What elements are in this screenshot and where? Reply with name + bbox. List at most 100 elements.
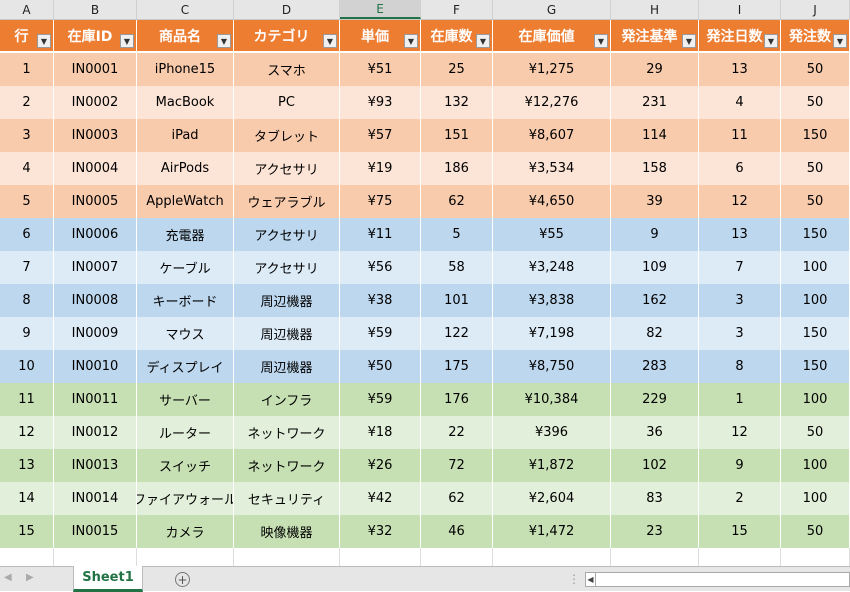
cell-i[interactable]: 12: [699, 185, 781, 218]
cell-b[interactable]: IN0009: [54, 317, 137, 350]
cell-h[interactable]: 229: [611, 383, 699, 416]
cell-c[interactable]: AppleWatch: [137, 185, 234, 218]
cell-e[interactable]: ¥59: [340, 383, 421, 416]
filter-dropdown-icon[interactable]: ▼: [764, 34, 778, 48]
cell-c[interactable]: サーバー: [137, 383, 234, 416]
header-cell[interactable]: 行 ▼: [0, 20, 54, 53]
cell-c[interactable]: MacBook: [137, 86, 234, 119]
cell-d[interactable]: アクセサリ: [234, 152, 340, 185]
cell-j[interactable]: 50: [781, 185, 850, 218]
column-header-f[interactable]: F: [421, 0, 493, 19]
cell-e[interactable]: ¥56: [340, 251, 421, 284]
cell-i[interactable]: 3: [699, 317, 781, 350]
cell-b[interactable]: IN0014: [54, 482, 137, 515]
cell-j[interactable]: 50: [781, 515, 850, 548]
cell-f[interactable]: 132: [421, 86, 493, 119]
cell-c[interactable]: カメラ: [137, 515, 234, 548]
cell-g[interactable]: ¥1,872: [493, 449, 611, 482]
cell-d[interactable]: 周辺機器: [234, 284, 340, 317]
cell-d[interactable]: ウェアラブル: [234, 185, 340, 218]
cell-i[interactable]: 3: [699, 284, 781, 317]
cell-b[interactable]: IN0010: [54, 350, 137, 383]
cell-f[interactable]: 5: [421, 218, 493, 251]
cell-h[interactable]: 114: [611, 119, 699, 152]
cell-a[interactable]: 9: [0, 317, 54, 350]
cell-h[interactable]: 9: [611, 218, 699, 251]
plus-circle-icon[interactable]: +: [175, 572, 190, 587]
cell-a[interactable]: 15: [0, 515, 54, 548]
cell-d[interactable]: ネットワーク: [234, 449, 340, 482]
next-sheet-icon[interactable]: ▶: [26, 572, 34, 583]
cell-b[interactable]: IN0004: [54, 152, 137, 185]
cell-a[interactable]: 12: [0, 416, 54, 449]
column-header-b[interactable]: B: [54, 0, 137, 19]
cell-f[interactable]: 22: [421, 416, 493, 449]
cell-f[interactable]: 151: [421, 119, 493, 152]
cell-g[interactable]: ¥3,838: [493, 284, 611, 317]
cell-f[interactable]: 176: [421, 383, 493, 416]
empty-cell[interactable]: [137, 548, 234, 566]
cell-b[interactable]: IN0012: [54, 416, 137, 449]
cell-a[interactable]: 4: [0, 152, 54, 185]
cell-e[interactable]: ¥93: [340, 86, 421, 119]
cell-d[interactable]: セキュリティ: [234, 482, 340, 515]
cell-i[interactable]: 4: [699, 86, 781, 119]
empty-cell[interactable]: [781, 548, 850, 566]
scroll-left-icon[interactable]: ◀: [586, 573, 596, 586]
header-cell[interactable]: 在庫価値 ▼: [493, 20, 611, 53]
cell-j[interactable]: 50: [781, 53, 850, 86]
cell-h[interactable]: 82: [611, 317, 699, 350]
empty-cell[interactable]: [54, 548, 137, 566]
splitter-handle[interactable]: ⋮: [568, 572, 580, 586]
header-cell[interactable]: 発注数 ▼: [781, 20, 850, 53]
cell-c[interactable]: ケーブル: [137, 251, 234, 284]
cell-j[interactable]: 100: [781, 284, 850, 317]
cell-a[interactable]: 7: [0, 251, 54, 284]
header-cell[interactable]: 在庫数 ▼: [421, 20, 493, 53]
cell-h[interactable]: 109: [611, 251, 699, 284]
cell-i[interactable]: 1: [699, 383, 781, 416]
cell-g[interactable]: ¥3,248: [493, 251, 611, 284]
cell-j[interactable]: 100: [781, 251, 850, 284]
cell-i[interactable]: 13: [699, 218, 781, 251]
cell-b[interactable]: IN0007: [54, 251, 137, 284]
filter-dropdown-icon[interactable]: ▼: [682, 34, 696, 48]
filter-dropdown-icon[interactable]: ▼: [120, 34, 134, 48]
cell-f[interactable]: 72: [421, 449, 493, 482]
empty-cell[interactable]: [234, 548, 340, 566]
cell-h[interactable]: 29: [611, 53, 699, 86]
cell-h[interactable]: 158: [611, 152, 699, 185]
cell-e[interactable]: ¥42: [340, 482, 421, 515]
cell-g[interactable]: ¥1,275: [493, 53, 611, 86]
cell-i[interactable]: 6: [699, 152, 781, 185]
cell-h[interactable]: 162: [611, 284, 699, 317]
filter-dropdown-icon[interactable]: ▼: [217, 34, 231, 48]
cell-c[interactable]: ディスプレイ: [137, 350, 234, 383]
cell-d[interactable]: 映像機器: [234, 515, 340, 548]
cell-a[interactable]: 1: [0, 53, 54, 86]
prev-sheet-icon[interactable]: ◀: [4, 572, 12, 583]
cell-a[interactable]: 14: [0, 482, 54, 515]
cell-d[interactable]: PC: [234, 86, 340, 119]
horizontal-scrollbar[interactable]: ◀: [585, 572, 850, 587]
cell-f[interactable]: 58: [421, 251, 493, 284]
header-cell[interactable]: 単価 ▼: [340, 20, 421, 53]
cell-b[interactable]: IN0003: [54, 119, 137, 152]
cell-b[interactable]: IN0008: [54, 284, 137, 317]
cell-g[interactable]: ¥1,472: [493, 515, 611, 548]
cell-b[interactable]: IN0005: [54, 185, 137, 218]
cell-g[interactable]: ¥7,198: [493, 317, 611, 350]
cell-j[interactable]: 50: [781, 152, 850, 185]
cell-h[interactable]: 231: [611, 86, 699, 119]
cell-e[interactable]: ¥57: [340, 119, 421, 152]
empty-cell[interactable]: [699, 548, 781, 566]
cell-f[interactable]: 175: [421, 350, 493, 383]
cell-i[interactable]: 11: [699, 119, 781, 152]
filter-dropdown-icon[interactable]: ▼: [404, 34, 418, 48]
cell-a[interactable]: 11: [0, 383, 54, 416]
cell-b[interactable]: IN0002: [54, 86, 137, 119]
cell-g[interactable]: ¥3,534: [493, 152, 611, 185]
cell-c[interactable]: iPhone15: [137, 53, 234, 86]
header-cell[interactable]: 在庫ID ▼: [54, 20, 137, 53]
cell-d[interactable]: アクセサリ: [234, 218, 340, 251]
